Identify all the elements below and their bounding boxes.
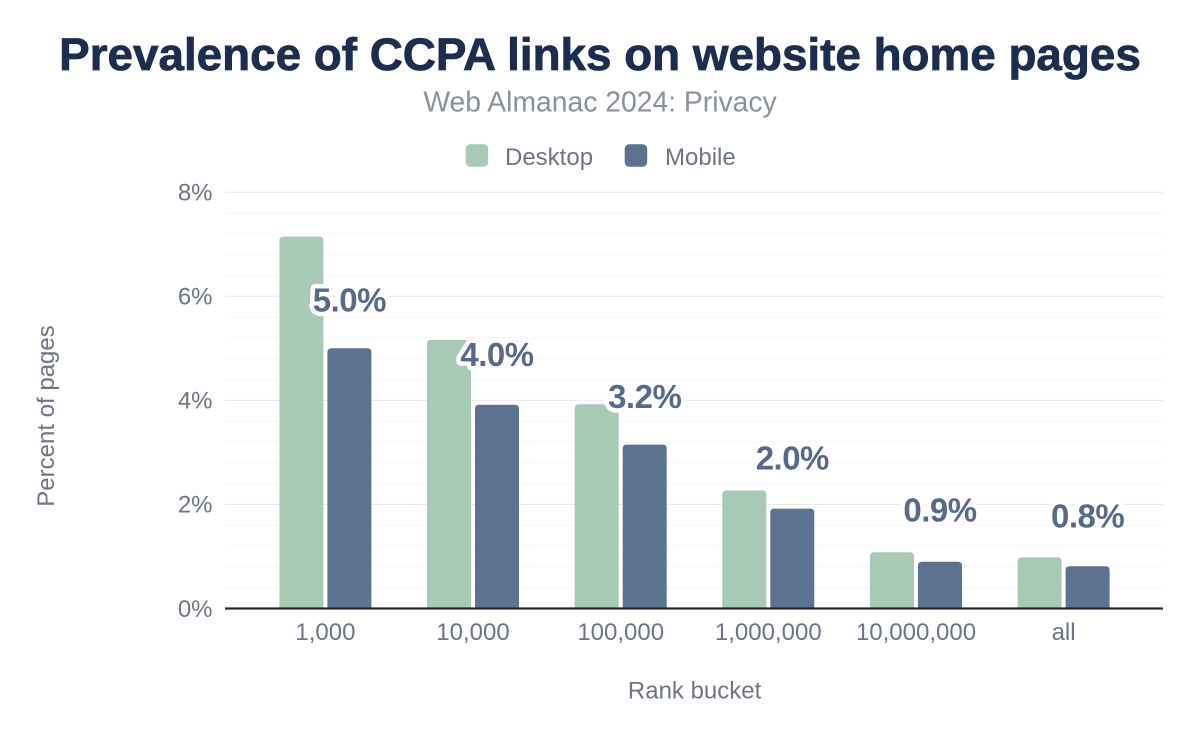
svg-text:0.9%: 0.9% — [903, 492, 976, 529]
svg-text:2%: 2% — [178, 492, 213, 519]
svg-text:100,000: 100,000 — [577, 619, 664, 646]
svg-text:0%: 0% — [178, 596, 213, 623]
svg-text:3.2%: 3.2% — [608, 378, 681, 415]
svg-text:1,000,000: 1,000,000 — [715, 619, 822, 646]
svg-text:Rank bucket: Rank bucket — [628, 677, 762, 704]
svg-text:Web Almanac 2024: Privacy: Web Almanac 2024: Privacy — [423, 85, 777, 117]
svg-text:8%: 8% — [178, 180, 213, 207]
svg-text:6%: 6% — [178, 284, 213, 311]
svg-text:Mobile: Mobile — [665, 144, 736, 171]
svg-text:Percent of pages: Percent of pages — [33, 325, 60, 506]
svg-text:10,000,000: 10,000,000 — [856, 619, 976, 646]
svg-text:5.0%: 5.0% — [313, 281, 386, 318]
svg-text:Desktop: Desktop — [505, 144, 593, 171]
svg-text:4.0%: 4.0% — [460, 336, 533, 373]
svg-text:all: all — [1052, 619, 1076, 646]
svg-text:4%: 4% — [178, 388, 213, 415]
svg-text:10,000: 10,000 — [436, 619, 509, 646]
svg-text:Prevalence of CCPA links on we: Prevalence of CCPA links on website home… — [59, 29, 1141, 80]
svg-text:0.8%: 0.8% — [1051, 498, 1124, 535]
svg-text:1,000: 1,000 — [295, 619, 355, 646]
svg-text:2.0%: 2.0% — [756, 440, 829, 477]
